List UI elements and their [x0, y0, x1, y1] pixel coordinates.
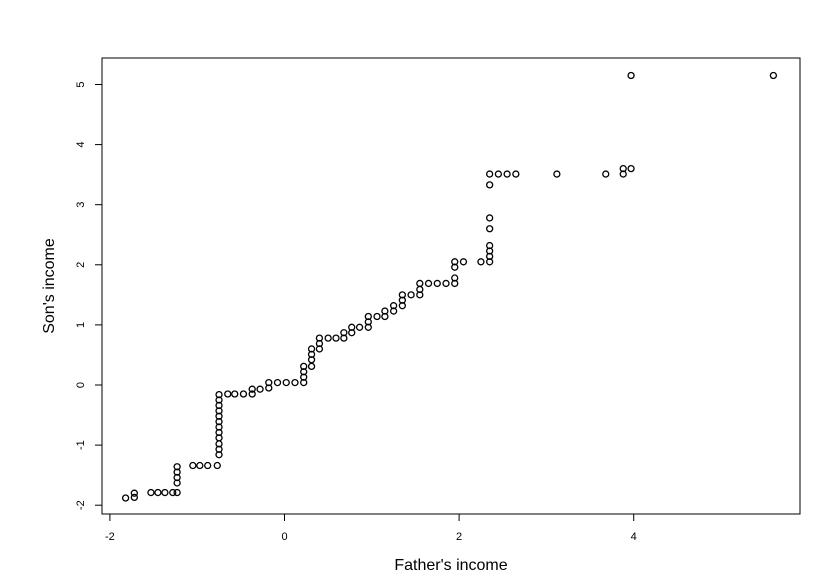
data-point	[204, 461, 212, 470]
data-point	[273, 378, 282, 387]
data-point	[291, 378, 299, 387]
data-point	[248, 390, 256, 398]
data-point	[300, 362, 308, 371]
x-tick-label: -2	[105, 531, 115, 543]
y-tick-label: 4	[75, 142, 87, 148]
data-point	[121, 494, 130, 502]
data-point	[553, 170, 561, 178]
data-point	[169, 488, 177, 497]
y-tick-label: 2	[75, 262, 87, 268]
data-point	[627, 71, 635, 80]
data-point	[424, 279, 433, 288]
data-point	[486, 170, 494, 178]
y-tick-label: 3	[75, 202, 87, 208]
data-point	[486, 214, 494, 222]
y-tick-label: -1	[75, 440, 87, 450]
plot-frame	[101, 57, 801, 515]
data-point	[189, 461, 197, 470]
data-point	[282, 378, 290, 387]
data-point	[307, 362, 316, 371]
data-point	[215, 390, 223, 399]
data-point	[602, 170, 610, 178]
x-tick-label: 2	[456, 531, 462, 543]
data-point	[364, 312, 372, 321]
data-point	[231, 390, 239, 398]
data-point	[398, 291, 407, 299]
y-tick-label: -2	[75, 500, 87, 510]
data-points	[121, 71, 778, 502]
data-point	[442, 279, 450, 288]
data-point	[173, 463, 181, 471]
data-point	[503, 170, 511, 178]
data-point	[256, 385, 264, 393]
data-point	[486, 181, 494, 189]
data-point	[477, 258, 485, 266]
data-point	[248, 385, 256, 393]
x-axis: -2 0 2 4	[105, 513, 637, 543]
data-point	[196, 461, 204, 470]
y-tick-label: 0	[75, 382, 87, 388]
data-point	[769, 71, 778, 80]
data-point	[486, 241, 494, 250]
data-point	[324, 334, 332, 342]
x-tick-label: 0	[281, 531, 287, 543]
data-point	[239, 390, 248, 398]
y-axis-title: Son's income	[41, 238, 58, 334]
x-tick-label: 4	[631, 531, 637, 543]
data-point	[512, 170, 520, 178]
y-tick-label: 1	[75, 322, 87, 328]
data-point	[451, 274, 459, 282]
data-point	[416, 279, 424, 288]
data-point	[130, 493, 138, 502]
y-tick-label: 5	[75, 81, 87, 87]
data-point	[627, 164, 635, 173]
data-point	[147, 488, 155, 497]
data-point	[265, 378, 273, 387]
data-point	[161, 488, 169, 497]
data-point	[389, 302, 398, 310]
y-axis: -2 -1 0 1 2 3 4 5	[75, 81, 103, 510]
data-point	[619, 164, 627, 173]
data-point	[213, 461, 221, 470]
data-point	[486, 225, 494, 233]
data-point	[154, 488, 162, 497]
data-point	[348, 323, 356, 331]
data-point	[451, 258, 459, 266]
data-point	[355, 323, 364, 331]
data-point	[459, 258, 468, 266]
data-point	[224, 390, 232, 398]
data-point	[381, 307, 389, 315]
data-point	[130, 489, 138, 497]
data-point	[173, 488, 181, 497]
data-point	[307, 345, 316, 353]
x-axis-title: Father's income	[394, 557, 507, 574]
data-point	[373, 312, 381, 321]
data-point	[332, 334, 340, 342]
data-point	[315, 334, 324, 342]
data-point	[407, 291, 415, 299]
data-point	[340, 329, 348, 337]
data-point	[433, 279, 441, 288]
data-point	[494, 170, 503, 178]
